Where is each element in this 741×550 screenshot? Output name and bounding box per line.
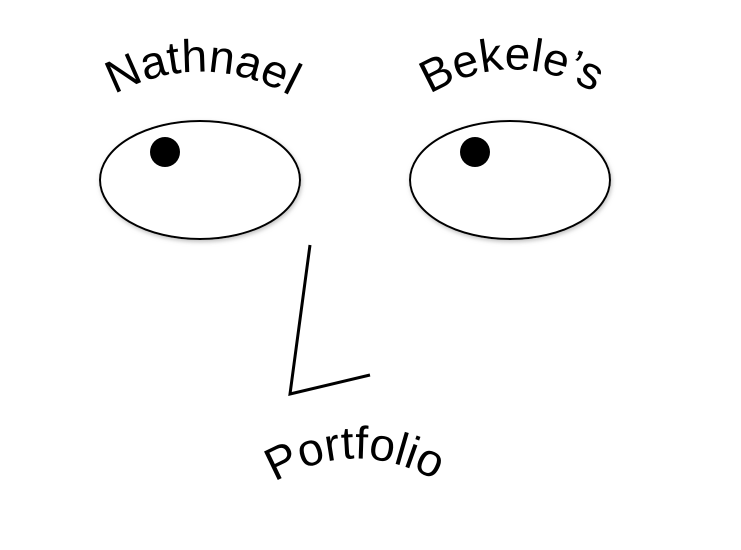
right-eye	[409, 120, 611, 240]
nose-line	[288, 244, 371, 396]
portfolio-text: Portfolio	[256, 416, 453, 490]
last-name-label: Bekele’s	[411, 27, 613, 103]
right-eye-pupil	[460, 137, 490, 167]
portfolio-label: Portfolio	[256, 416, 453, 490]
last-name-text: Bekele’s	[411, 27, 613, 103]
left-eye-white	[99, 120, 301, 240]
first-name-label: Nathnael	[97, 29, 309, 104]
right-eye-white	[409, 120, 611, 240]
left-eye-pupil	[150, 137, 180, 167]
left-eye	[99, 120, 301, 240]
first-name-text: Nathnael	[97, 29, 309, 104]
